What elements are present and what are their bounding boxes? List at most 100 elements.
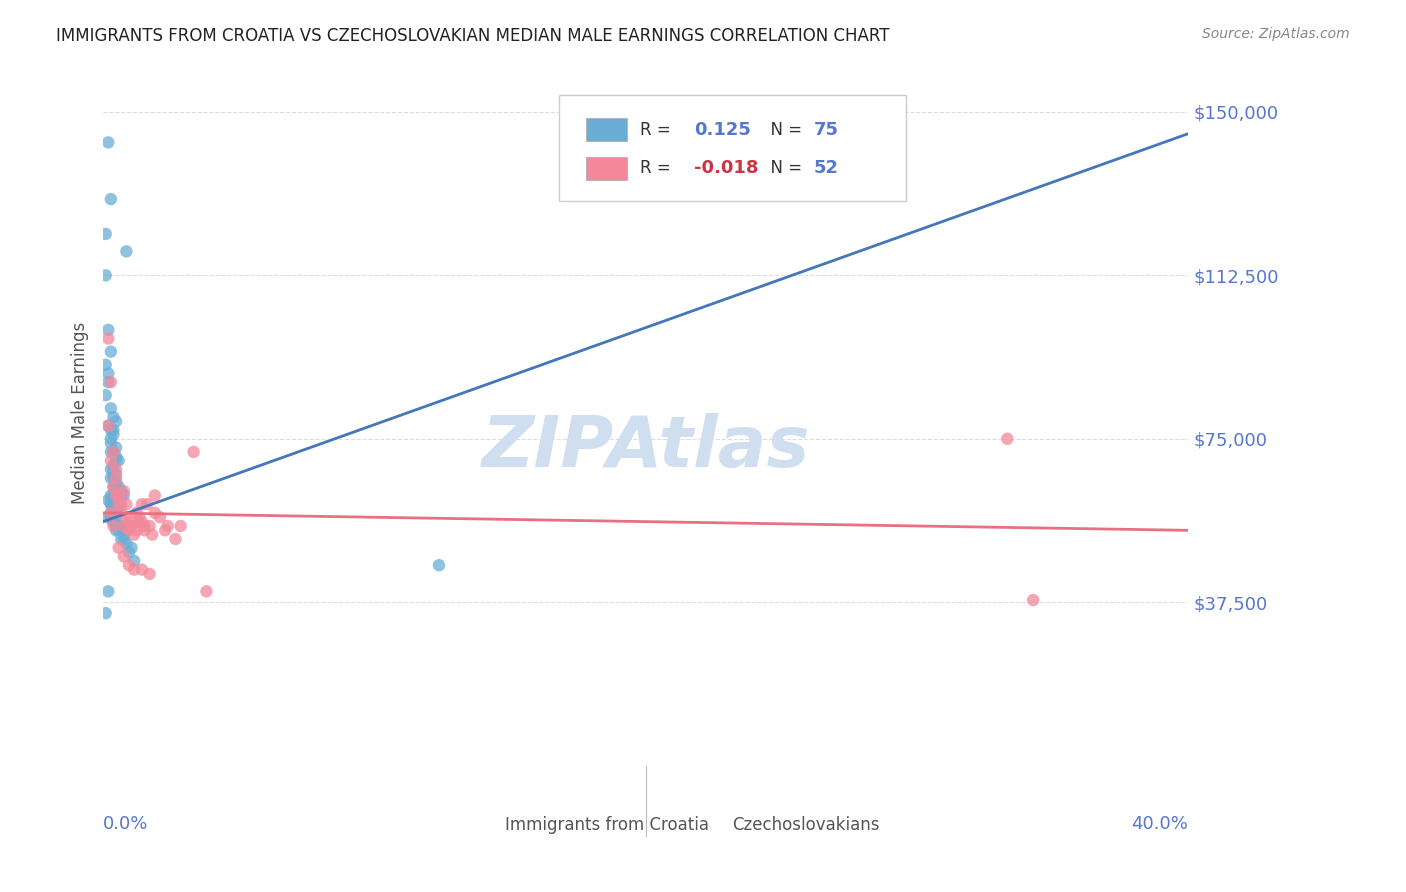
Point bbox=[121, 519, 143, 533]
Point bbox=[97, 510, 120, 524]
Point bbox=[100, 506, 122, 520]
Point bbox=[122, 563, 145, 577]
Point bbox=[103, 410, 125, 425]
Point bbox=[125, 506, 148, 520]
Point bbox=[103, 488, 125, 502]
Point bbox=[105, 462, 128, 476]
Text: 0.125: 0.125 bbox=[695, 120, 751, 138]
Point bbox=[105, 484, 128, 499]
Point bbox=[103, 423, 125, 437]
Text: R =: R = bbox=[640, 160, 676, 178]
Point bbox=[103, 497, 125, 511]
Point bbox=[115, 497, 138, 511]
Text: 52: 52 bbox=[814, 160, 839, 178]
Point bbox=[100, 453, 122, 467]
Y-axis label: Median Male Earnings: Median Male Earnings bbox=[72, 321, 89, 504]
Text: 75: 75 bbox=[814, 120, 839, 138]
Point bbox=[103, 515, 125, 529]
Point bbox=[103, 519, 125, 533]
Point bbox=[105, 414, 128, 428]
Point bbox=[107, 488, 129, 502]
Point bbox=[100, 445, 122, 459]
Point bbox=[136, 497, 159, 511]
Point bbox=[105, 475, 128, 490]
Point bbox=[103, 501, 125, 516]
Text: R =: R = bbox=[640, 120, 676, 138]
Text: Czechoslovakians: Czechoslovakians bbox=[733, 816, 880, 834]
FancyBboxPatch shape bbox=[586, 157, 627, 179]
Point bbox=[97, 492, 120, 507]
Point bbox=[112, 519, 135, 533]
Point bbox=[128, 515, 150, 529]
Point bbox=[107, 480, 129, 494]
Point bbox=[105, 471, 128, 485]
Point bbox=[94, 227, 117, 241]
Point bbox=[105, 449, 128, 463]
Point bbox=[107, 453, 129, 467]
Point bbox=[143, 506, 166, 520]
Point bbox=[118, 524, 141, 538]
Point bbox=[97, 418, 120, 433]
Point bbox=[100, 192, 122, 206]
Point bbox=[122, 527, 145, 541]
Point bbox=[195, 584, 218, 599]
Point bbox=[107, 497, 129, 511]
Point bbox=[100, 510, 122, 524]
Point bbox=[115, 244, 138, 259]
Point bbox=[97, 332, 120, 346]
Point bbox=[100, 471, 122, 485]
Point bbox=[138, 519, 160, 533]
Point bbox=[94, 606, 117, 620]
Text: N =: N = bbox=[759, 160, 807, 178]
Point bbox=[103, 462, 125, 476]
Point bbox=[156, 519, 179, 533]
Point bbox=[105, 467, 128, 481]
Point bbox=[97, 136, 120, 150]
Point bbox=[107, 519, 129, 533]
Point bbox=[995, 432, 1018, 446]
Point bbox=[115, 536, 138, 550]
Point bbox=[103, 445, 125, 459]
Text: ZIPAtlas: ZIPAtlas bbox=[481, 414, 810, 483]
Point bbox=[121, 541, 143, 555]
Point bbox=[105, 524, 128, 538]
Text: -0.018: -0.018 bbox=[695, 160, 759, 178]
Point bbox=[107, 488, 129, 502]
Point bbox=[107, 506, 129, 520]
Point bbox=[427, 558, 450, 573]
Point bbox=[103, 458, 125, 472]
Point bbox=[141, 527, 163, 541]
Point bbox=[103, 480, 125, 494]
Point bbox=[105, 501, 128, 516]
Point bbox=[112, 484, 135, 499]
Point bbox=[118, 558, 141, 573]
Point bbox=[97, 418, 120, 433]
Text: Immigrants from Croatia: Immigrants from Croatia bbox=[505, 816, 709, 834]
Point bbox=[103, 515, 125, 529]
Point bbox=[105, 488, 128, 502]
Point bbox=[105, 501, 128, 516]
Point bbox=[118, 545, 141, 559]
Point bbox=[100, 462, 122, 476]
Point bbox=[110, 506, 132, 520]
Point bbox=[105, 519, 128, 533]
Point bbox=[105, 453, 128, 467]
Point bbox=[103, 480, 125, 494]
Point bbox=[143, 488, 166, 502]
Point bbox=[97, 367, 120, 381]
Point bbox=[110, 484, 132, 499]
Point bbox=[97, 323, 120, 337]
FancyBboxPatch shape bbox=[700, 819, 727, 833]
Point bbox=[112, 532, 135, 546]
Point bbox=[110, 488, 132, 502]
Point bbox=[165, 532, 187, 546]
Point bbox=[183, 445, 205, 459]
Point bbox=[110, 519, 132, 533]
Point bbox=[112, 527, 135, 541]
Point bbox=[103, 467, 125, 481]
Point bbox=[118, 515, 141, 529]
Point bbox=[110, 524, 132, 538]
Point bbox=[122, 554, 145, 568]
Point bbox=[107, 524, 129, 538]
Point bbox=[131, 497, 153, 511]
